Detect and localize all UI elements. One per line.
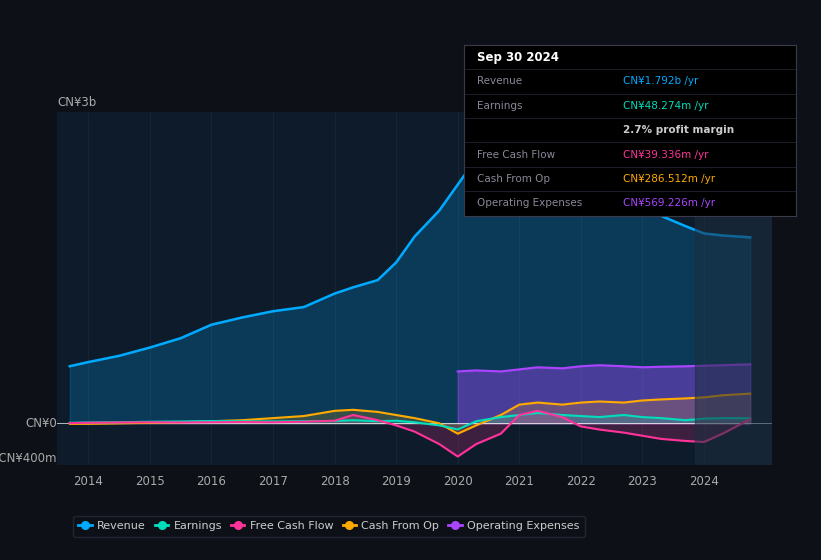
Text: Sep 30 2024: Sep 30 2024 — [477, 50, 559, 63]
Bar — [695, 112, 772, 465]
Text: CN¥569.226m /yr: CN¥569.226m /yr — [623, 198, 716, 208]
Text: CN¥3b: CN¥3b — [57, 96, 97, 109]
Text: Free Cash Flow: Free Cash Flow — [477, 150, 555, 160]
Text: CN¥0: CN¥0 — [25, 417, 57, 430]
Text: 2.7% profit margin: 2.7% profit margin — [623, 125, 735, 135]
Text: CN¥1.792b /yr: CN¥1.792b /yr — [623, 76, 699, 86]
Text: Earnings: Earnings — [477, 101, 523, 111]
Text: Operating Expenses: Operating Expenses — [477, 198, 582, 208]
Text: CN¥39.336m /yr: CN¥39.336m /yr — [623, 150, 709, 160]
Text: Cash From Op: Cash From Op — [477, 174, 550, 184]
Text: CN¥286.512m /yr: CN¥286.512m /yr — [623, 174, 716, 184]
Text: CN¥48.274m /yr: CN¥48.274m /yr — [623, 101, 709, 111]
Text: Revenue: Revenue — [477, 76, 522, 86]
Text: -CN¥400m: -CN¥400m — [0, 452, 57, 465]
Legend: Revenue, Earnings, Free Cash Flow, Cash From Op, Operating Expenses: Revenue, Earnings, Free Cash Flow, Cash … — [73, 516, 585, 537]
